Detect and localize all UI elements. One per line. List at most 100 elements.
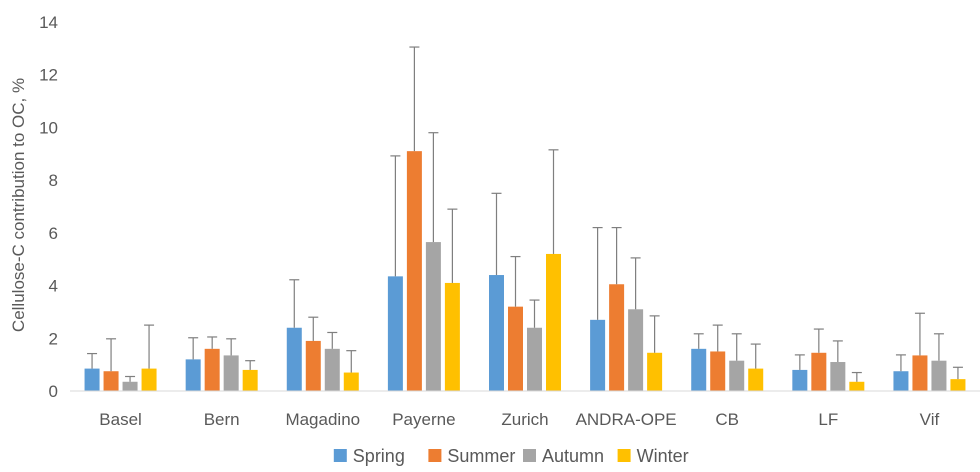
error-bar-summer-basel xyxy=(106,338,117,372)
bar-summer-andra-ope xyxy=(609,284,625,391)
legend-entry-winter: Winter xyxy=(617,446,689,466)
bar-winter-lf xyxy=(849,381,865,391)
error-bar-summer-vif xyxy=(914,312,925,356)
x-tick-label: Magadino xyxy=(285,410,360,429)
error-bar-winter-cb xyxy=(750,343,761,369)
bar-autumn-bern xyxy=(223,355,239,391)
bar-winter-payerne xyxy=(444,282,460,391)
bar-winter-magadino xyxy=(343,372,359,391)
y-tick-label: 14 xyxy=(39,13,58,32)
error-bar-winter-basel xyxy=(144,324,155,369)
bar-autumn-andra-ope xyxy=(628,309,644,391)
bar-series xyxy=(84,151,966,391)
error-bar-autumn-vif xyxy=(933,333,944,361)
error-bar-summer-magadino xyxy=(308,316,319,341)
legend: Spring Summer Autumn Winter xyxy=(333,446,689,466)
x-tick-label: LF xyxy=(818,410,838,429)
bar-autumn-lf xyxy=(830,362,846,391)
bar-spring-bern xyxy=(185,359,201,391)
error-bar-summer-cb xyxy=(712,324,723,352)
y-axis-title: Cellulose-C contribution to OC, % xyxy=(9,78,28,332)
bar-autumn-basel xyxy=(122,381,138,391)
legend-label: Autumn xyxy=(542,446,604,466)
error-bar-spring-basel xyxy=(87,352,98,369)
bar-autumn-zurich xyxy=(527,327,542,391)
error-bar-winter-zurich xyxy=(548,149,559,254)
error-bar-winter-payerne xyxy=(447,208,458,283)
legend-entry-autumn: Autumn xyxy=(523,446,604,466)
x-tick-label: Vif xyxy=(920,410,940,429)
bar-spring-payerne xyxy=(387,276,403,391)
bar-winter-zurich xyxy=(546,253,561,391)
bar-autumn-magadino xyxy=(324,348,340,391)
bar-autumn-payerne xyxy=(425,242,441,391)
error-bar-summer-lf xyxy=(813,328,824,353)
error-bars xyxy=(87,46,963,382)
bar-winter-andra-ope xyxy=(647,352,663,391)
error-bar-autumn-andra-ope xyxy=(630,257,641,310)
bar-summer-zurich xyxy=(508,306,523,391)
y-tick-label: 4 xyxy=(49,277,58,296)
legend-label: Summer xyxy=(447,446,515,466)
y-axis-ticks: 0 2 4 6 8 10 12 14 xyxy=(39,13,58,401)
error-bar-winter-lf xyxy=(851,371,862,382)
y-tick-label: 6 xyxy=(49,224,58,243)
error-bar-spring-andra-ope xyxy=(592,226,603,320)
error-bar-autumn-basel xyxy=(125,375,136,382)
x-tick-label: CB xyxy=(715,410,739,429)
error-bar-autumn-payerne xyxy=(428,132,439,243)
bar-spring-magadino xyxy=(286,327,302,391)
x-tick-label: Basel xyxy=(99,410,142,429)
bar-spring-zurich xyxy=(489,275,504,391)
error-bar-summer-zurich xyxy=(510,255,521,307)
y-tick-label: 12 xyxy=(39,66,58,85)
bar-winter-cb xyxy=(748,368,764,391)
error-bar-summer-bern xyxy=(207,336,218,349)
y-tick-label: 0 xyxy=(49,382,58,401)
bar-summer-vif xyxy=(912,355,928,391)
x-tick-label: Bern xyxy=(204,410,240,429)
error-bar-autumn-cb xyxy=(731,333,742,361)
y-tick-label: 8 xyxy=(49,171,58,190)
legend-label: Winter xyxy=(637,446,689,466)
error-bar-winter-bern xyxy=(245,360,256,370)
error-bar-spring-cb xyxy=(693,333,704,349)
legend-entry-summer: Summer xyxy=(428,446,515,466)
bar-summer-basel xyxy=(103,371,119,391)
bar-summer-cb xyxy=(710,351,726,391)
y-tick-label: 10 xyxy=(39,118,58,137)
bar-spring-lf xyxy=(792,369,808,391)
error-bar-spring-vif xyxy=(895,354,906,372)
x-tick-label: Payerne xyxy=(392,410,455,429)
error-bar-winter-magadino xyxy=(346,350,357,373)
error-bar-summer-andra-ope xyxy=(611,226,622,285)
legend-swatch xyxy=(523,449,536,462)
error-bar-autumn-bern xyxy=(226,338,237,356)
legend-swatch xyxy=(617,449,631,462)
bar-spring-andra-ope xyxy=(590,319,606,391)
x-axis-category-labels: Basel Bern Magadino Payerne Zurich ANDRA-OPE C… xyxy=(99,410,939,429)
bar-winter-vif xyxy=(950,379,966,391)
x-tick-label: Zurich xyxy=(501,410,548,429)
error-bar-spring-zurich xyxy=(491,192,502,276)
error-bar-winter-andra-ope xyxy=(649,315,660,353)
error-bar-autumn-zurich xyxy=(529,299,540,328)
bar-spring-cb xyxy=(691,348,707,391)
error-bar-spring-payerne xyxy=(390,155,401,277)
error-bar-spring-bern xyxy=(188,337,199,360)
bar-summer-lf xyxy=(811,352,827,391)
bar-autumn-vif xyxy=(931,360,947,391)
bar-spring-vif xyxy=(893,371,909,391)
error-bar-spring-lf xyxy=(794,354,805,370)
legend-entry-spring: Spring xyxy=(333,446,405,466)
bar-summer-bern xyxy=(204,348,220,391)
legend-swatch xyxy=(428,449,442,462)
error-bar-spring-magadino xyxy=(289,279,300,328)
legend-label: Spring xyxy=(353,446,405,466)
x-tick-label: ANDRA-OPE xyxy=(576,410,677,429)
bar-summer-magadino xyxy=(305,340,321,391)
legend-swatch xyxy=(333,449,347,462)
bar-autumn-cb xyxy=(729,360,745,391)
y-tick-label: 2 xyxy=(49,329,58,348)
